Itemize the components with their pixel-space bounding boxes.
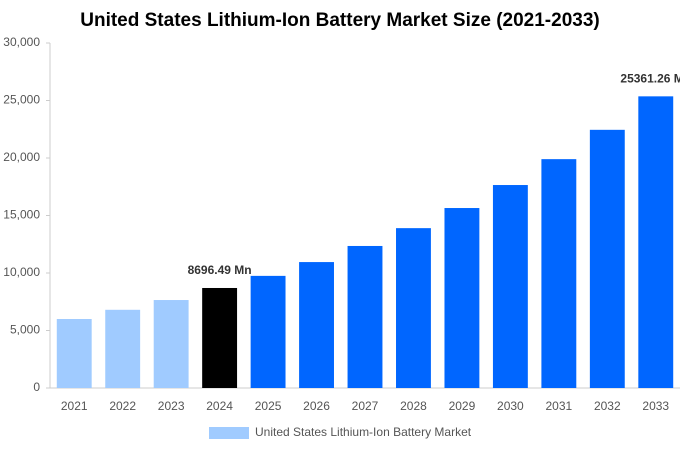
x-tick-label: 2031	[545, 399, 572, 413]
y-tick-label: 20,000	[3, 150, 40, 164]
bar	[299, 262, 334, 388]
x-tick-label: 2033	[642, 399, 669, 413]
y-tick-label: 15,000	[3, 208, 40, 222]
y-tick-label: 30,000	[3, 35, 40, 49]
bar	[153, 300, 189, 388]
y-tick-label: 25,000	[3, 93, 40, 107]
chart-title: United States Lithium-Ion Battery Market…	[80, 10, 599, 31]
x-tick-label: 2025	[255, 399, 282, 413]
bar	[250, 275, 286, 388]
x-tick-label: 2023	[158, 399, 185, 413]
bar	[444, 208, 480, 388]
x-tick-label: 2028	[400, 399, 427, 413]
x-tick-label: 2027	[352, 399, 379, 413]
bar	[202, 287, 238, 388]
x-tick-label: 2026	[303, 399, 330, 413]
value-label: 8696.49 Mn	[188, 263, 252, 277]
bar	[541, 159, 577, 388]
x-tick-label: 2022	[109, 399, 136, 413]
x-tick-label: 2021	[61, 399, 88, 413]
bar	[396, 228, 431, 388]
x-tick-label: 2024	[206, 399, 233, 413]
legend-swatch	[209, 427, 249, 439]
bar	[105, 309, 141, 388]
bar	[347, 245, 383, 388]
bar	[638, 96, 674, 388]
x-tick-label: 2030	[497, 399, 524, 413]
y-tick-label: 0	[33, 380, 40, 394]
y-tick-label: 5,000	[10, 323, 40, 337]
bar	[56, 319, 92, 388]
value-label: 25361.26 Mn	[620, 72, 680, 86]
bar	[492, 185, 528, 388]
x-tick-label: 2029	[449, 399, 476, 413]
y-tick-label: 10,000	[3, 265, 40, 279]
bar	[589, 129, 625, 388]
legend-label: United States Lithium-Ion Battery Market	[255, 425, 472, 439]
x-tick-label: 2032	[594, 399, 621, 413]
